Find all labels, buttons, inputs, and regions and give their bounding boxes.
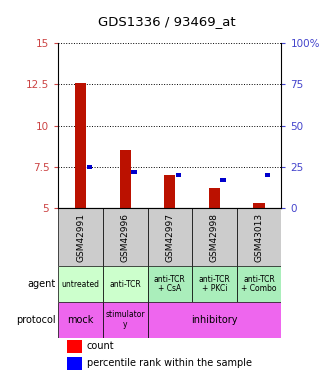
Text: GSM42998: GSM42998 — [210, 213, 219, 262]
Bar — [148, 208, 192, 266]
Bar — [67, 340, 82, 352]
Text: stimulator
y: stimulator y — [106, 310, 145, 329]
Bar — [192, 208, 237, 266]
Bar — [209, 188, 220, 208]
Bar — [87, 165, 92, 169]
Text: GSM43013: GSM43013 — [254, 213, 264, 262]
Text: anti-TCR
+ Combo: anti-TCR + Combo — [241, 275, 277, 293]
Text: GSM42991: GSM42991 — [76, 213, 85, 262]
Text: GSM42996: GSM42996 — [121, 213, 130, 262]
Bar — [176, 173, 181, 177]
Bar — [148, 302, 281, 338]
Bar — [192, 266, 237, 302]
Text: protocol: protocol — [16, 315, 56, 325]
Bar — [75, 83, 86, 208]
Bar — [67, 357, 82, 370]
Bar — [58, 208, 103, 266]
Bar — [103, 266, 148, 302]
Text: GDS1336 / 93469_at: GDS1336 / 93469_at — [98, 15, 235, 28]
Text: anti-TCR: anti-TCR — [109, 280, 141, 289]
Text: inhibitory: inhibitory — [191, 315, 238, 325]
Bar — [103, 208, 148, 266]
Text: mock: mock — [67, 315, 94, 325]
Bar — [164, 175, 175, 208]
Bar — [148, 266, 192, 302]
Bar — [220, 178, 226, 182]
Bar — [237, 266, 281, 302]
Text: anti-TCR
+ PKCi: anti-TCR + PKCi — [198, 275, 230, 293]
Text: untreated: untreated — [62, 280, 100, 289]
Text: count: count — [87, 341, 114, 351]
Text: percentile rank within the sample: percentile rank within the sample — [87, 358, 251, 368]
Bar — [131, 170, 137, 174]
Bar — [58, 266, 103, 302]
Bar — [265, 173, 270, 177]
Text: anti-TCR
+ CsA: anti-TCR + CsA — [154, 275, 186, 293]
Bar — [58, 302, 103, 338]
Text: GSM42997: GSM42997 — [165, 213, 174, 262]
Bar — [237, 208, 281, 266]
Bar — [120, 150, 131, 208]
Bar — [253, 203, 265, 208]
Text: agent: agent — [28, 279, 56, 289]
Bar — [103, 302, 148, 338]
